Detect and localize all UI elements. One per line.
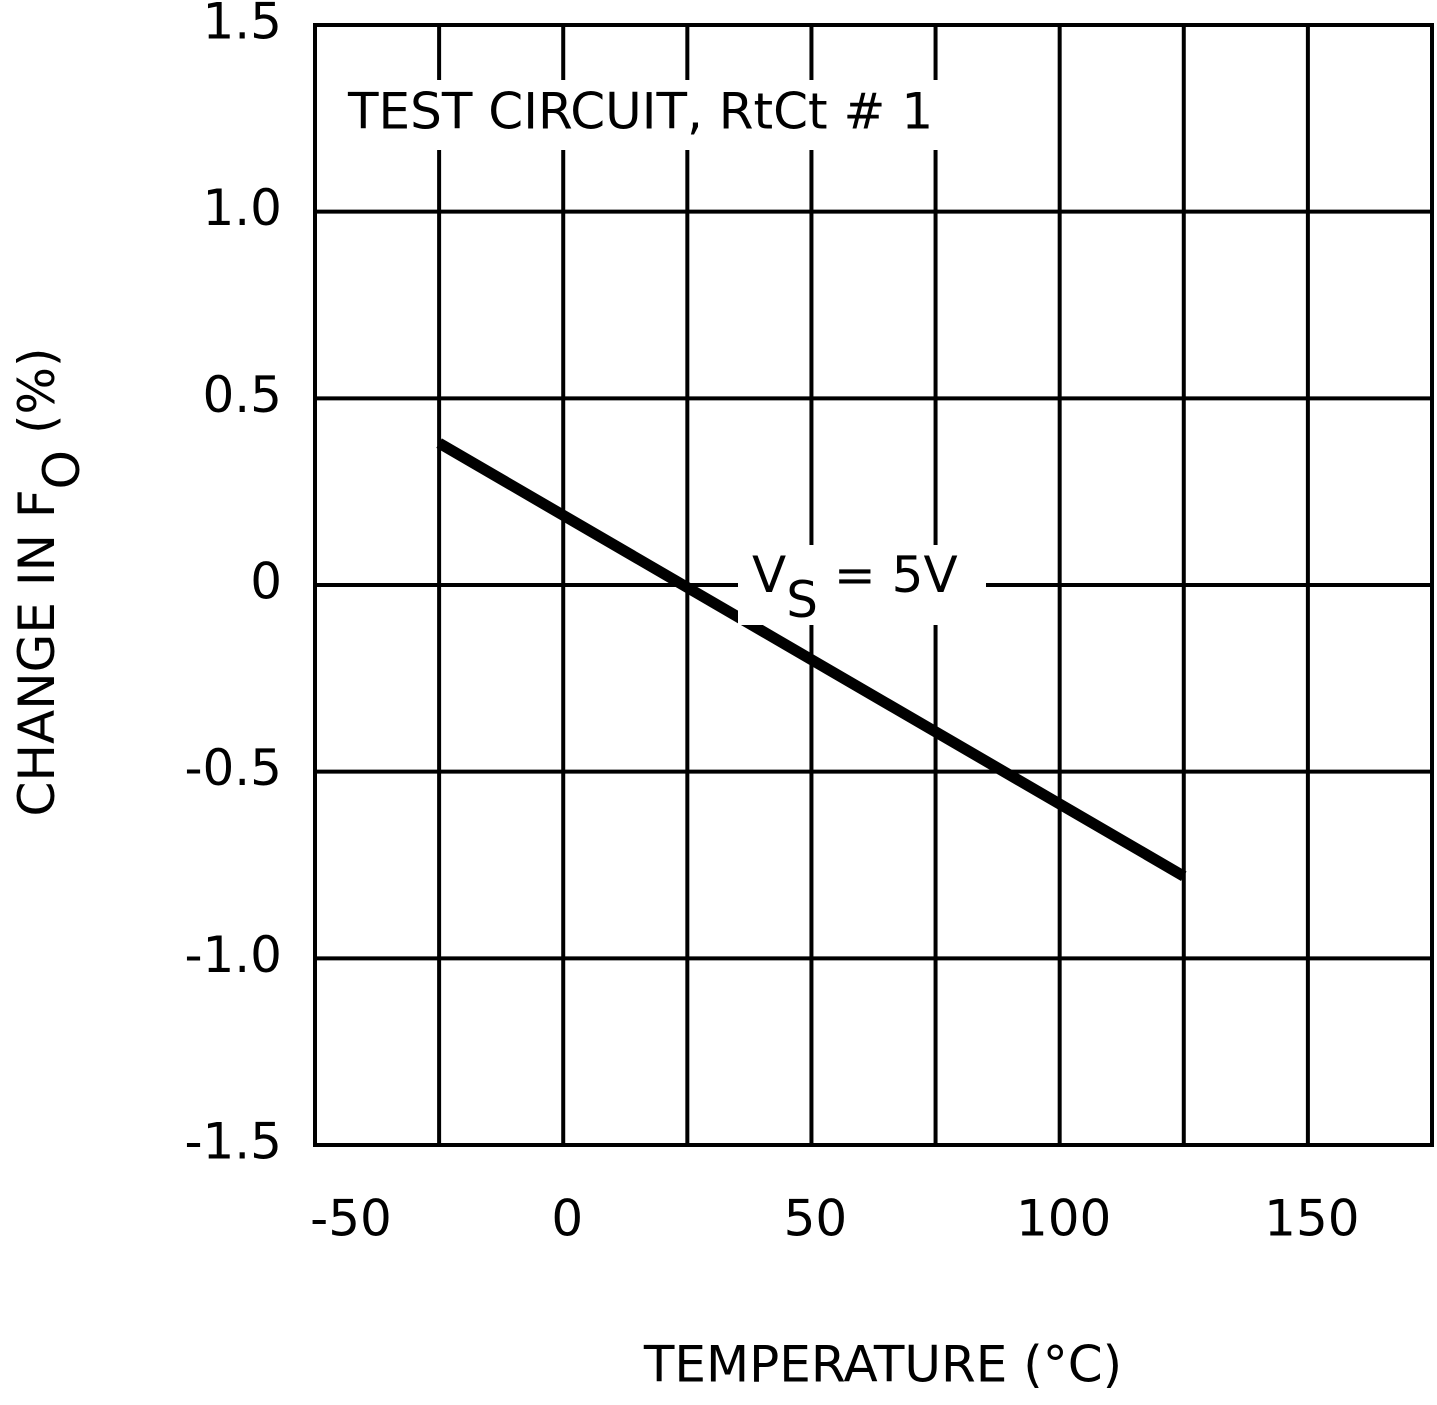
x-tick-label: 0	[551, 1190, 583, 1248]
curve-label-main: V	[752, 546, 786, 604]
annotation-bg	[340, 80, 980, 150]
curve-label-sub: S	[786, 571, 818, 629]
y-tick-label: -1.0	[184, 926, 282, 984]
y-tick-label: 1.0	[202, 179, 282, 237]
y-axis-label-rest: (%)	[8, 348, 66, 450]
x-tick-label: 50	[784, 1190, 848, 1248]
x-axis-label: TEMPERATURE (°C)	[643, 1336, 1122, 1394]
x-tick-label: 100	[1016, 1190, 1111, 1248]
x-tick-label: -50	[310, 1190, 392, 1248]
y-tick-label: 0.5	[202, 366, 282, 424]
y-tick-label: -1.5	[184, 1113, 282, 1171]
curve-label-rest: = 5V	[818, 546, 958, 604]
y-tick-label: -0.5	[184, 739, 282, 797]
plot-frame	[313, 23, 1434, 1147]
y-axis-label-sub: O	[33, 450, 91, 489]
x-tick-label: 150	[1264, 1190, 1359, 1248]
y-tick-label: 0	[250, 553, 282, 611]
annotation: TEST CIRCUIT, RtCt # 1	[347, 83, 933, 141]
y-axis-label-main: CHANGE IN F	[8, 489, 66, 816]
y-tick-label: 1.5	[202, 0, 282, 51]
y-axis-label: CHANGE IN FO (%)	[8, 348, 91, 817]
curve-label: VS = 5V	[752, 546, 958, 629]
series-line	[436, 438, 1187, 881]
curve-label-bg	[738, 545, 986, 625]
